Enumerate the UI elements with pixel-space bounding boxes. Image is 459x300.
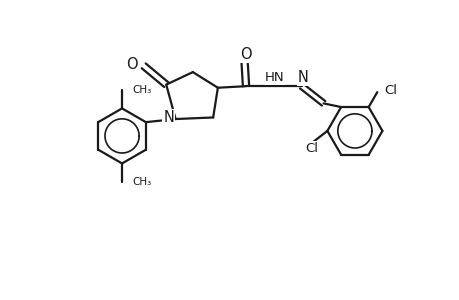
Text: CH₃: CH₃ [132,85,151,95]
Text: O: O [240,47,251,62]
Text: HN: HN [264,71,283,84]
Text: O: O [126,57,138,72]
Text: N: N [297,70,308,85]
Text: Cl: Cl [305,142,318,155]
Text: Cl: Cl [383,84,396,97]
Text: N: N [163,110,174,125]
Text: CH₃: CH₃ [132,177,151,187]
